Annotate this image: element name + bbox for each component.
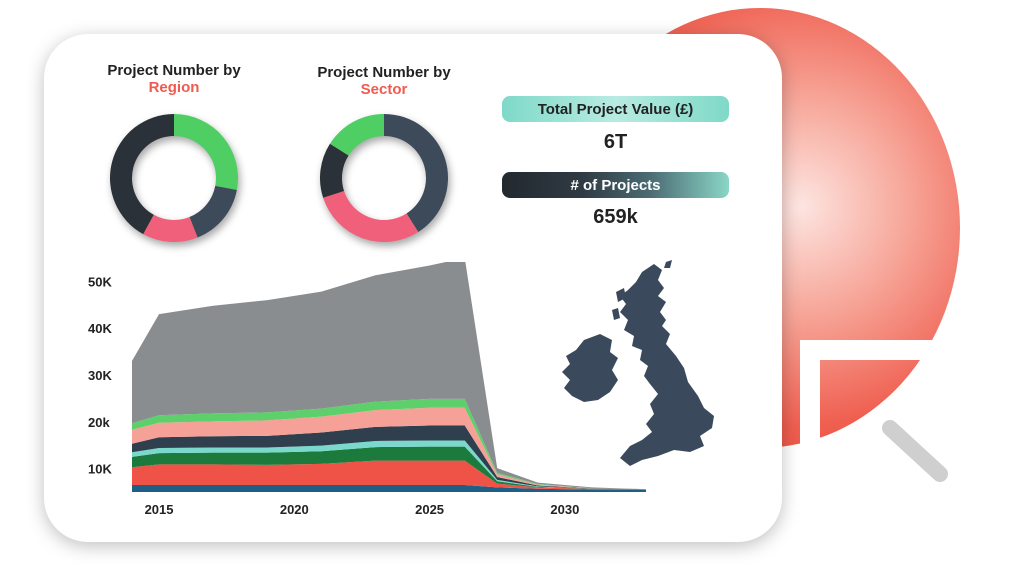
sector-title-text: Project Number by <box>317 64 451 81</box>
x-tick-label: 2030 <box>550 502 579 517</box>
donut-slice-0 <box>384 114 448 233</box>
project-count-label: # of Projects <box>502 172 729 198</box>
total-value-label: Total Project Value (£) <box>502 96 729 122</box>
region-title-text: Project Number by <box>107 62 241 79</box>
sector-chart-title: Project Number by Sector <box>298 64 470 98</box>
project-timeline-area-chart: 10K 20k 30K 40K 50K 2015 2020 2025 2030 <box>88 262 646 517</box>
uk-map-icon <box>562 260 714 466</box>
donut-slice-0 <box>174 114 238 190</box>
x-tick-label: 2015 <box>145 502 174 517</box>
area-series-7 <box>132 262 646 490</box>
donut-slice-3 <box>329 114 384 156</box>
donut-slice-1 <box>189 185 237 238</box>
y-tick-label: 10K <box>88 462 112 477</box>
dashboard-card: Project Number by Region Project Number … <box>44 34 782 542</box>
x-tick-label: 2020 <box>280 502 309 517</box>
brand-logo-icon <box>800 340 1004 546</box>
donut-slice-1 <box>323 190 419 242</box>
area-series-4 <box>132 425 646 490</box>
sector-donut-chart <box>320 114 448 242</box>
region-title-accent: Region <box>148 79 200 96</box>
y-tick-label: 50K <box>88 274 112 289</box>
y-tick-label: 20k <box>88 415 110 430</box>
donut-slice-2 <box>143 214 198 242</box>
area-series-2 <box>132 446 646 490</box>
area-series-0 <box>132 484 646 492</box>
sector-title-accent: Sector <box>360 81 408 98</box>
total-value-number: 6T <box>603 131 628 153</box>
region-donut-chart <box>110 114 238 242</box>
x-tick-label: 2025 <box>415 502 444 517</box>
y-tick-label: 30K <box>88 368 112 383</box>
area-series-1 <box>132 460 646 490</box>
donut-slice-2 <box>320 143 349 198</box>
area-series-5 <box>132 407 646 490</box>
region-chart-title: Project Number by Region <box>88 62 260 96</box>
y-tick-label: 40K <box>88 321 112 336</box>
donut-slice-3 <box>110 114 174 235</box>
project-count-number: 659k <box>593 206 638 228</box>
area-series-3 <box>132 440 646 490</box>
